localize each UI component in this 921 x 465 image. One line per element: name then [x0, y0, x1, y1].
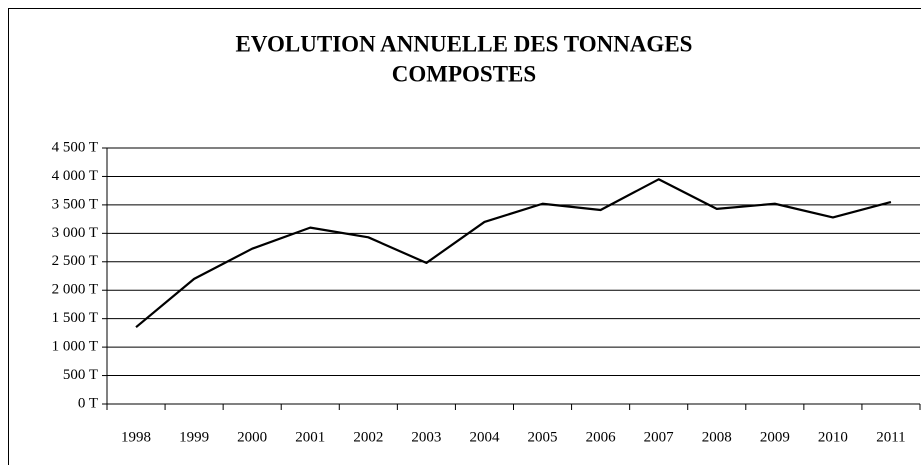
x-tick-label: 1999 [179, 429, 209, 445]
x-tick-label: 2011 [876, 429, 905, 445]
x-tick-label: 2006 [586, 429, 617, 445]
y-tick-label: 1 500 T [52, 310, 98, 326]
y-tick-label: 3 000 T [52, 225, 98, 241]
x-tick-label: 2005 [528, 429, 558, 445]
x-tick-label: 2007 [644, 429, 675, 445]
x-tick-label: 2010 [818, 429, 848, 445]
x-tick-label: 2002 [353, 429, 383, 445]
y-tick-label: 500 T [63, 367, 98, 383]
x-tick-label: 2003 [411, 429, 441, 445]
x-tick-label: 2000 [237, 429, 267, 445]
y-tick-label: 1 000 T [52, 339, 98, 355]
x-tick-label: 1998 [121, 429, 151, 445]
x-tick-label: 2001 [295, 429, 325, 445]
y-tick-label: 4 000 T [52, 168, 98, 184]
y-tick-label: 2 000 T [52, 282, 98, 298]
y-tick-label: 3 500 T [52, 196, 98, 212]
x-tick-label: 2008 [702, 429, 732, 445]
y-tick-label: 4 500 T [52, 139, 98, 155]
line-series [135, 178, 892, 329]
chart-title: COMPOSTES [392, 61, 536, 86]
y-tick-label: 0 T [78, 395, 98, 411]
chart-title: EVOLUTION ANNUELLE DES TONNAGES [236, 31, 693, 56]
x-tick-label: 2009 [760, 429, 790, 445]
x-tick-label: 2004 [469, 429, 500, 445]
chart-frame [8, 8, 921, 465]
y-tick-label: 2 500 T [52, 253, 98, 269]
